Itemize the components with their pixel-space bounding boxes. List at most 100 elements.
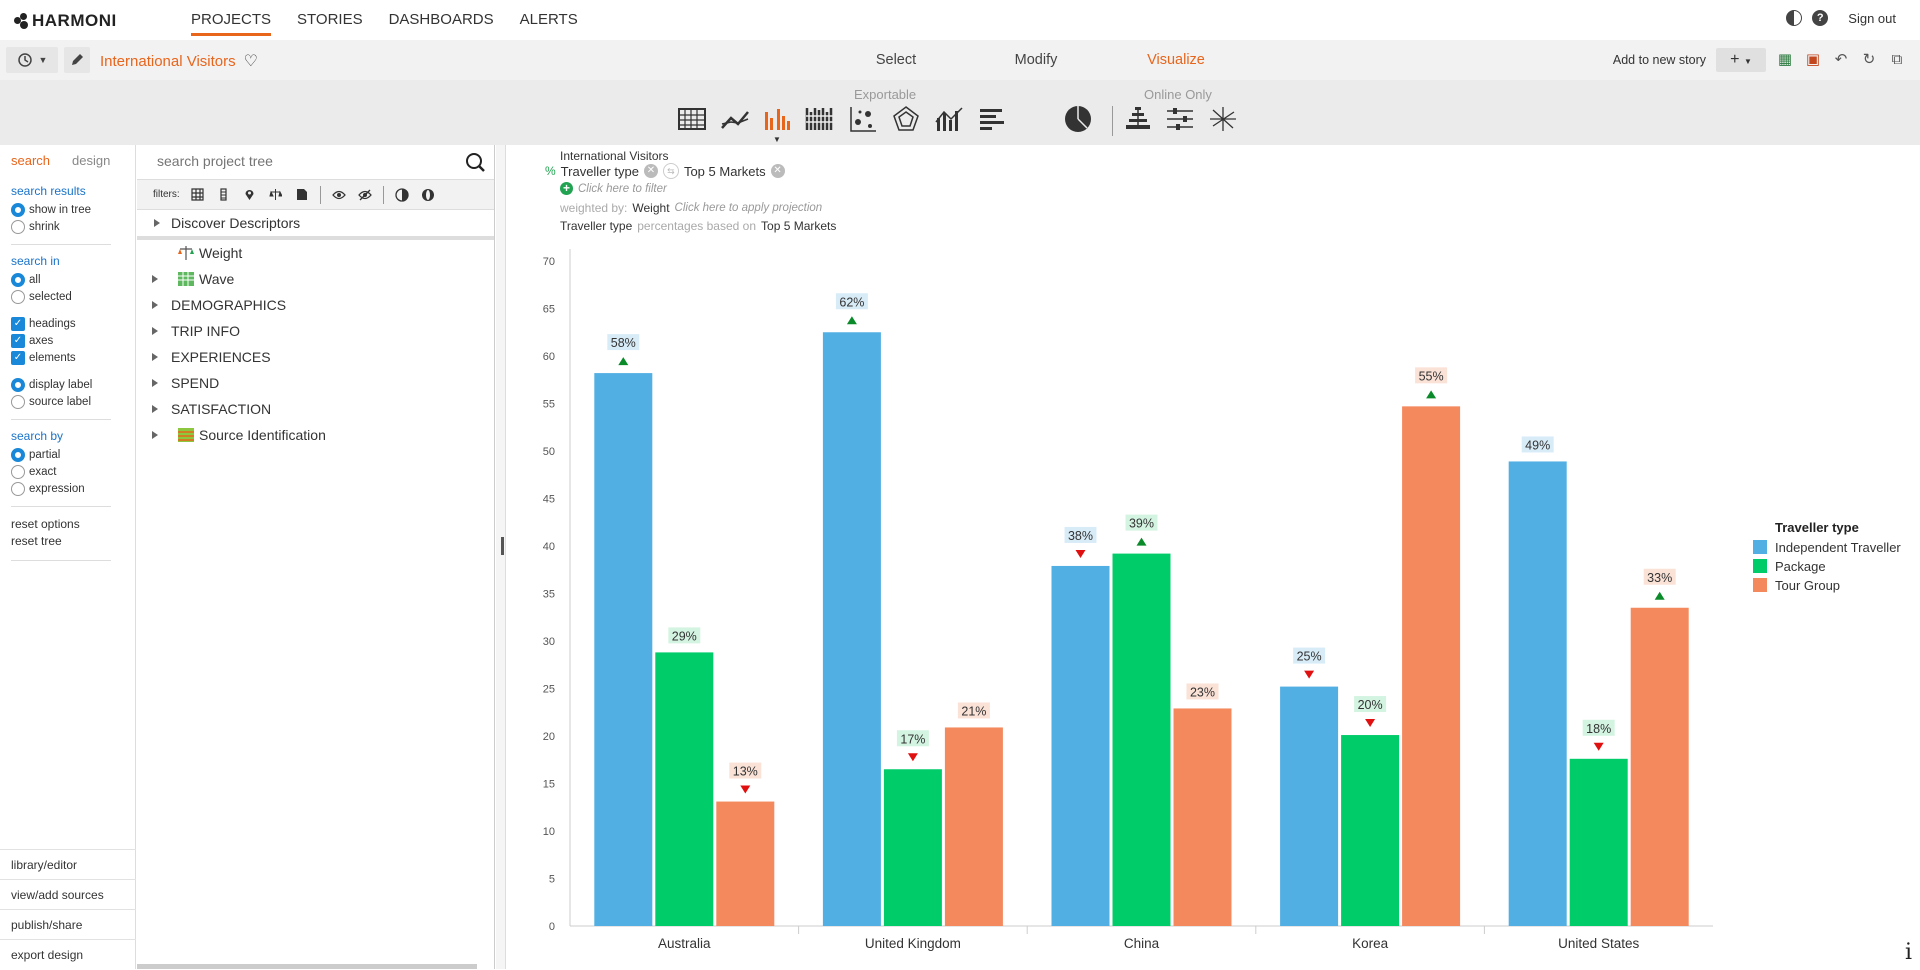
radio-exact[interactable]: exact	[11, 463, 135, 480]
splitter-handle-icon[interactable]	[501, 537, 504, 555]
pie-chart-icon[interactable]	[1061, 102, 1095, 136]
hide-eye-icon[interactable]	[357, 187, 373, 203]
radio-selected[interactable]: selected	[11, 288, 135, 305]
scale-filter-icon[interactable]	[268, 187, 284, 203]
bar-package-korea[interactable]	[1341, 735, 1400, 926]
radio-button-icon[interactable]	[11, 464, 25, 479]
bar-tour-group-united-kingdom[interactable]	[944, 727, 1003, 926]
grid-filter-icon[interactable]	[190, 187, 206, 203]
expand-caret-icon[interactable]	[152, 379, 158, 387]
bottom-link-library-editor[interactable]: library/editor	[0, 849, 136, 879]
radio-expression[interactable]: expression	[11, 480, 135, 497]
checkbox-axes[interactable]: ✓ axes	[11, 332, 135, 349]
toggle-right-icon[interactable]	[420, 187, 436, 203]
nav-item-projects[interactable]: PROJECTS	[178, 0, 284, 40]
contrast-icon[interactable]	[1786, 10, 1803, 26]
search-input[interactable]	[157, 153, 447, 169]
edit-button[interactable]	[64, 47, 90, 73]
powerpoint-export-icon[interactable]: ▣	[1805, 51, 1821, 68]
tree-item-weight[interactable]: Weight	[137, 240, 494, 266]
tree-item-spend[interactable]: SPEND	[137, 370, 494, 396]
panel-splitter[interactable]	[496, 145, 506, 969]
bar-independent-traveller-united-kingdom[interactable]	[822, 332, 881, 926]
refresh-icon[interactable]: ↻	[1862, 51, 1876, 68]
scatter-chart-icon[interactable]	[846, 102, 880, 136]
bar-tour-group-australia[interactable]	[716, 801, 775, 926]
radio-display-label[interactable]: display label	[11, 376, 135, 393]
app-logo[interactable]: HARMONI	[14, 11, 117, 31]
table-chart-icon[interactable]	[675, 102, 709, 136]
radio-button-icon[interactable]	[11, 202, 25, 217]
line-chart-icon[interactable]	[718, 102, 752, 136]
row-variable-chip[interactable]: Traveller type	[560, 163, 639, 179]
tree-item-trip-info[interactable]: TRIP INFO	[137, 318, 494, 344]
bar-independent-traveller-korea[interactable]	[1280, 686, 1339, 926]
legend-item[interactable]: Independent Traveller	[1775, 540, 1901, 555]
nav-item-dashboards[interactable]: DASHBOARDS	[388, 11, 494, 28]
radio-partial[interactable]: partial	[11, 446, 135, 463]
radar-chart-icon[interactable]	[889, 102, 923, 136]
combo-chart-icon[interactable]	[932, 102, 966, 136]
tree-item-wave[interactable]: Wave	[137, 266, 494, 292]
tab-select[interactable]: Select	[875, 52, 917, 68]
reset-tree-link[interactable]: reset tree	[11, 534, 62, 548]
slider-chart-icon[interactable]	[1163, 102, 1197, 136]
location-filter-icon[interactable]	[242, 187, 258, 203]
expand-caret-icon[interactable]	[152, 431, 158, 439]
radio-all[interactable]: all	[11, 271, 135, 288]
history-dropdown-button[interactable]: ▼	[6, 47, 58, 73]
info-icon[interactable]: i	[1904, 940, 1912, 965]
show-eye-icon[interactable]	[331, 187, 347, 203]
remove-row-variable-icon[interactable]: ✕	[643, 164, 658, 178]
legend-item[interactable]: Package	[1775, 559, 1826, 574]
bottom-link-view-add-sources[interactable]: view/add sources	[0, 879, 136, 909]
checkbox-checked-icon[interactable]: ✓	[11, 333, 25, 348]
excel-export-icon[interactable]: ▦	[1777, 51, 1793, 68]
radio-button-icon[interactable]	[11, 272, 25, 287]
horizontal-bar-chart-icon[interactable]	[975, 102, 1009, 136]
help-icon[interactable]: ?	[1812, 10, 1829, 26]
bar-independent-traveller-australia[interactable]	[594, 373, 653, 927]
projection-hint[interactable]: Click here to apply projection	[674, 202, 823, 214]
tree-item-source-identification[interactable]: Source Identification	[137, 422, 494, 448]
project-title[interactable]: International Visitors	[100, 52, 236, 70]
radio-button-icon[interactable]	[11, 394, 25, 409]
tree-item-discover-descriptors[interactable]: Discover Descriptors	[137, 210, 494, 240]
bar-tour-group-korea[interactable]	[1402, 406, 1461, 927]
favorite-heart-icon[interactable]: ♡	[243, 53, 258, 70]
reset-options-link[interactable]: reset options	[11, 517, 80, 531]
nav-item-alerts[interactable]: ALERTS	[519, 11, 578, 28]
radio-button-icon[interactable]	[11, 219, 25, 234]
column-variable-chip[interactable]: Top 5 Markets	[683, 163, 766, 179]
expand-caret-icon[interactable]	[152, 275, 158, 283]
bar-package-united-states[interactable]	[1569, 758, 1628, 926]
tab-visualize[interactable]: Visualize	[1147, 52, 1205, 68]
radio-button-icon[interactable]	[11, 377, 25, 392]
radio-shrink[interactable]: shrink	[11, 218, 135, 235]
bar-package-australia[interactable]	[655, 652, 714, 926]
column-filter-icon[interactable]	[216, 187, 232, 203]
add-story-dropdown-button[interactable]: + ▼	[1716, 48, 1766, 72]
radio-button-icon[interactable]	[11, 481, 25, 496]
undo-icon[interactable]: ↶	[1834, 51, 1848, 68]
legend-item[interactable]: Tour Group	[1775, 578, 1840, 593]
bar-independent-traveller-china[interactable]	[1051, 565, 1110, 926]
panel-tab-search[interactable]: search	[11, 153, 51, 168]
funnel-chart-icon[interactable]	[1121, 102, 1155, 136]
bar-package-china[interactable]	[1112, 553, 1171, 926]
toggle-left-icon[interactable]	[394, 187, 410, 203]
radio-show-in-tree[interactable]: show in tree	[11, 201, 135, 218]
expand-caret-icon[interactable]	[154, 219, 160, 227]
search-icon[interactable]	[464, 151, 486, 173]
checkbox-checked-icon[interactable]: ✓	[11, 350, 25, 365]
bar-tour-group-united-states[interactable]	[1630, 607, 1689, 926]
radio-button-icon[interactable]	[11, 447, 25, 462]
radio-source-label[interactable]: source label	[11, 393, 135, 410]
bar-chart-icon[interactable]: ▼	[760, 102, 794, 144]
sign-out-link[interactable]: Sign out	[1848, 10, 1896, 26]
tree-item-demographics[interactable]: DEMOGRAPHICS	[137, 292, 494, 318]
swap-axes-icon[interactable]: ⇆	[662, 163, 679, 179]
remove-column-variable-icon[interactable]: ✕	[770, 164, 785, 178]
perceptual-map-icon[interactable]	[1206, 102, 1240, 136]
checkbox-elements[interactable]: ✓ elements	[11, 349, 135, 366]
